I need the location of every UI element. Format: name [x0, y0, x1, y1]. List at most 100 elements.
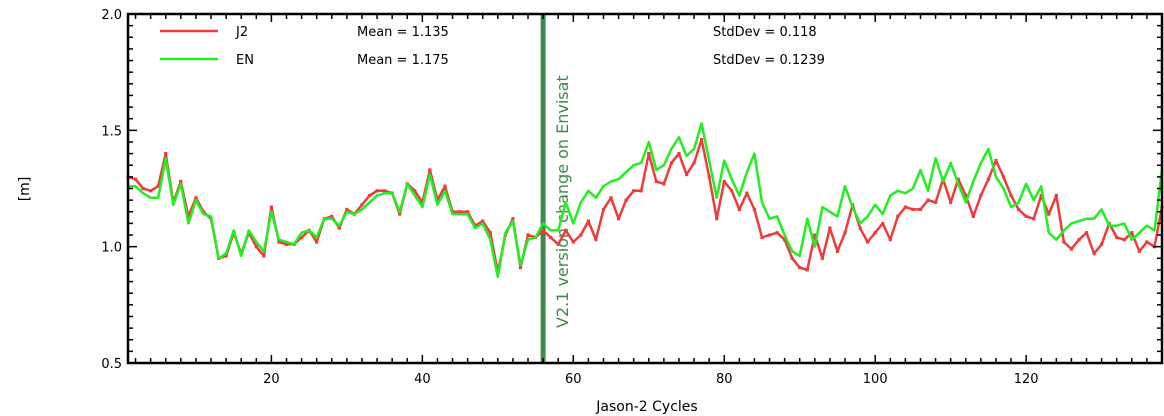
point-j2 [458, 210, 462, 214]
point-j2 [730, 189, 734, 193]
point-j2 [179, 179, 183, 184]
point-j2 [398, 212, 402, 216]
point-j2 [669, 161, 674, 165]
point-j2 [609, 196, 613, 200]
point-j2 [692, 161, 696, 165]
point-j2 [881, 221, 885, 225]
point-j2 [798, 266, 802, 270]
mean-text-en: Mean = 1.175 [357, 53, 449, 68]
point-j2 [722, 179, 726, 184]
y-tick-label: 1.5 [101, 124, 122, 139]
legend: J2 Mean = 1.135 StdDev = 0.118 EN Mean =… [160, 25, 825, 68]
point-j2 [616, 217, 621, 221]
point-j2 [911, 207, 915, 212]
point-j2 [1016, 207, 1021, 212]
point-j2 [745, 191, 749, 195]
point-j2 [556, 242, 560, 246]
point-j2 [1137, 249, 1141, 253]
point-j2 [896, 214, 900, 219]
point-j2 [1032, 217, 1036, 221]
point-j2 [481, 219, 485, 223]
point-j2 [149, 189, 153, 193]
x-tick-label: 120 [1014, 372, 1039, 387]
point-j2 [933, 200, 938, 205]
point-j2 [805, 268, 809, 272]
point-j2 [345, 207, 349, 212]
point-j2 [647, 152, 651, 156]
point-j2 [1092, 252, 1096, 256]
point-j2 [1145, 240, 1149, 244]
point-j2 [571, 240, 575, 244]
y-tick-label: 0.5 [101, 357, 122, 372]
point-j2 [662, 182, 666, 186]
point-j2 [141, 186, 145, 191]
version-change-label: V2.1 version change on Envisat [553, 75, 572, 328]
series-group [126, 122, 1164, 279]
point-j2 [828, 226, 832, 230]
point-j2 [715, 217, 719, 221]
point-j2 [979, 193, 983, 198]
point-j2 [133, 177, 138, 181]
point-j2 [1039, 193, 1043, 198]
point-j2 [971, 214, 975, 219]
point-j2 [783, 238, 787, 242]
point-j2 [813, 233, 817, 237]
point-j2 [949, 200, 953, 205]
point-j2 [1062, 240, 1066, 244]
point-j2 [1130, 231, 1134, 235]
point-j2 [541, 228, 545, 232]
point-j2 [367, 193, 372, 198]
x-tick-label: 40 [414, 372, 431, 387]
x-axis-label: Jason-2 Cycles [595, 399, 697, 415]
point-j2 [820, 256, 824, 260]
point-j2 [1009, 193, 1013, 198]
point-j2 [926, 198, 930, 202]
point-j2 [518, 266, 523, 270]
point-j2 [579, 233, 583, 237]
point-j2 [918, 207, 923, 212]
point-j2 [284, 242, 289, 246]
point-j2 [775, 231, 779, 235]
point-j2 [194, 196, 198, 200]
point-j2 [866, 240, 870, 244]
point-j2 [888, 238, 892, 242]
mean-text-j2: Mean = 1.135 [357, 25, 449, 40]
point-j2 [654, 179, 658, 184]
point-j2 [964, 193, 968, 198]
point-j2 [564, 228, 568, 232]
x-tick-label: 100 [863, 372, 888, 387]
stddev-text-j2: StdDev = 0.118 [713, 25, 817, 40]
point-j2 [737, 207, 741, 212]
x-tick-label: 60 [565, 372, 582, 387]
point-j2 [254, 245, 258, 249]
point-j2 [1115, 235, 1119, 239]
y-axis-label: [m] [17, 177, 33, 202]
point-j2 [700, 138, 704, 142]
point-j2 [488, 231, 492, 235]
plot-area [128, 14, 1162, 363]
point-j2 [994, 158, 998, 163]
point-j2 [684, 172, 689, 177]
point-j2 [1001, 175, 1006, 179]
point-j2 [224, 254, 228, 258]
point-j2 [466, 210, 470, 214]
point-j2 [986, 177, 991, 181]
point-j2 [1024, 214, 1028, 219]
point-j2 [1122, 238, 1126, 242]
point-j2 [956, 177, 960, 181]
point-j2 [375, 189, 379, 193]
point-j2 [707, 175, 711, 179]
point-j2 [1054, 193, 1058, 198]
point-j2 [843, 231, 847, 235]
point-j2 [360, 203, 364, 207]
point-j2 [835, 249, 840, 253]
point-j2 [549, 235, 553, 239]
point-j2 [760, 235, 764, 239]
point-j2 [330, 214, 334, 219]
stddev-text-en: StdDev = 0.1239 [713, 53, 825, 68]
point-j2 [873, 231, 877, 235]
point-j2 [269, 205, 274, 209]
point-j2 [594, 238, 598, 242]
version-change-marker: V2.1 version change on Envisat [540, 14, 572, 363]
